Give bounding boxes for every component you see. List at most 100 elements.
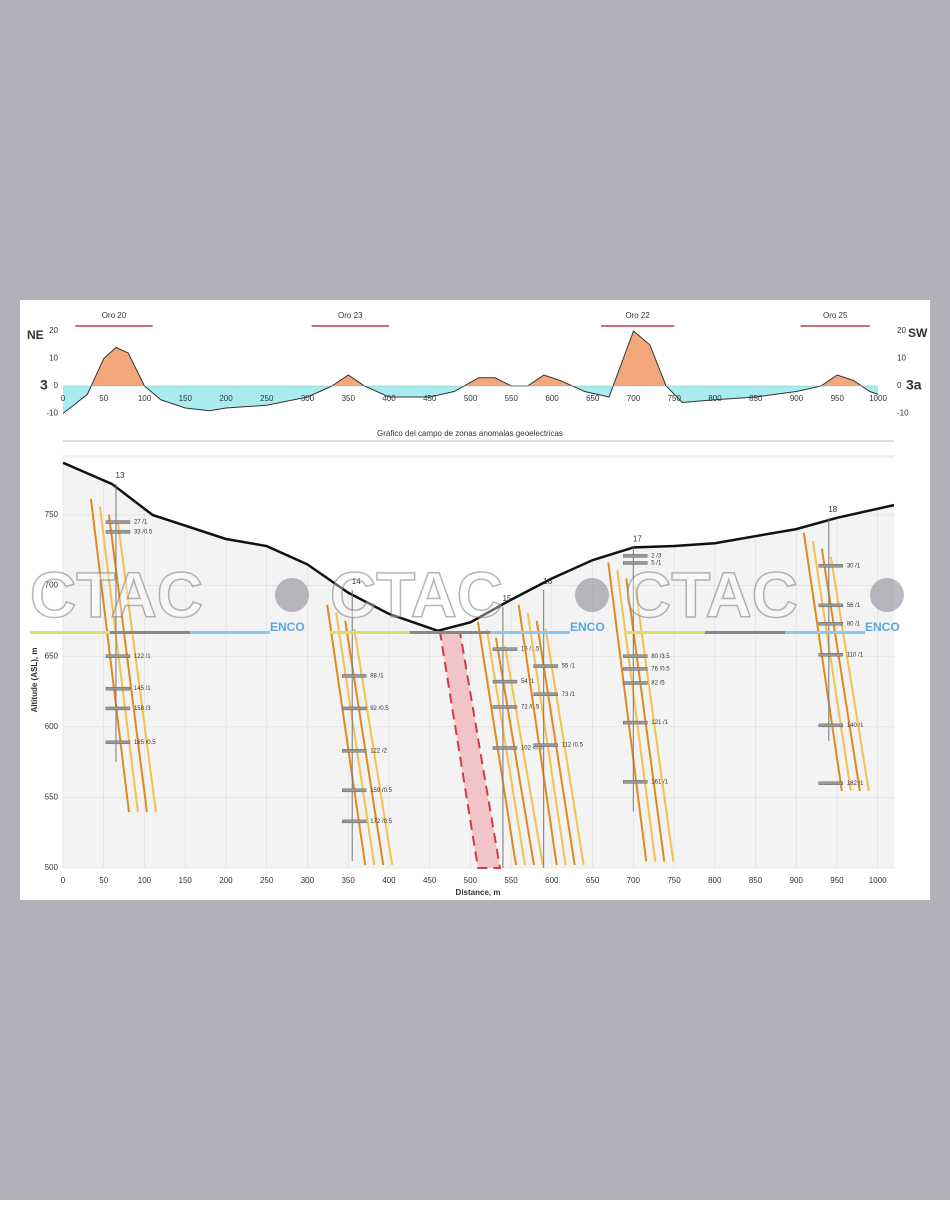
- watermark-logo: [575, 578, 609, 612]
- fault-zone: [438, 631, 502, 869]
- chart-caption: Gráfico del campo de zonas anomalas geoe…: [377, 429, 563, 438]
- section-right: 3a: [906, 377, 922, 393]
- interval-label: 2 /3: [651, 554, 662, 560]
- interval-mark: [105, 706, 131, 711]
- interval-mark: [342, 749, 367, 753]
- interval-mark: [533, 692, 558, 697]
- x-tick-label: 100: [138, 394, 152, 403]
- interval-mark: [105, 654, 131, 658]
- x-tick-label: 150: [179, 876, 193, 885]
- y-tick-label: 10: [49, 354, 58, 363]
- x-tick-label: 900: [790, 876, 804, 885]
- negative-area: [63, 386, 878, 414]
- interval-label: 140 /1: [847, 723, 864, 729]
- interval-mark: [533, 743, 558, 747]
- interval-mark: [342, 674, 367, 678]
- borehole-name: 16: [543, 577, 552, 586]
- y2-tick-label: 10: [897, 354, 906, 363]
- watermark: CTAC: [30, 559, 203, 631]
- vein: [802, 532, 843, 792]
- interval-mark: [623, 561, 648, 565]
- watermark-bar: [785, 631, 865, 634]
- direction-right: SW: [908, 326, 928, 340]
- profile-line: [62, 330, 879, 414]
- watermark-bar: [705, 631, 785, 634]
- watermark-bar: [330, 631, 410, 634]
- vein: [116, 522, 157, 813]
- watermark-sub: ENCO: [865, 620, 900, 634]
- interval-mark: [623, 780, 648, 784]
- interval-mark: [623, 667, 648, 671]
- vein: [811, 540, 852, 792]
- vein: [494, 637, 535, 866]
- interval-label: 16 /1.5: [521, 647, 540, 653]
- y2-tick-label: -10: [897, 409, 909, 418]
- interval-label: 82 /5: [651, 681, 665, 687]
- watermark-bar: [190, 631, 270, 634]
- interval-label: 88 /1: [370, 674, 384, 680]
- watermark: CTAC: [330, 559, 503, 631]
- direction-left: NE: [27, 328, 44, 342]
- interval-label: 5 /1: [651, 561, 662, 567]
- interval-label: 122 /1: [134, 654, 151, 660]
- watermark-bar: [410, 631, 490, 634]
- x-tick-label: 900: [790, 394, 804, 403]
- x-tick-label: 200: [219, 394, 233, 403]
- x-tick-label: 750: [667, 876, 681, 885]
- interval-label: 159 /0.5: [370, 788, 392, 794]
- vein: [607, 562, 648, 862]
- interval-mark: [818, 781, 844, 785]
- interval-label: 76 /0.5: [651, 666, 670, 672]
- interval-label: 121 /1: [651, 720, 668, 726]
- interval-mark: [342, 788, 367, 793]
- interval-label: 110 /1: [847, 652, 864, 658]
- interval-label: 73 /1: [562, 692, 576, 698]
- vein: [517, 604, 558, 866]
- interval-label: 27 /1: [134, 520, 148, 526]
- interval-mark: [492, 679, 518, 684]
- vein: [820, 548, 861, 792]
- vein: [526, 612, 567, 866]
- borehole-name: 17: [633, 535, 642, 544]
- interval-mark: [533, 664, 558, 668]
- x-tick-label: 700: [627, 876, 641, 885]
- interval-label: 56 /1: [847, 603, 861, 609]
- interval-mark: [105, 520, 131, 524]
- vein: [544, 628, 585, 866]
- interval-label: 172 /0.5: [370, 819, 392, 825]
- interval-label: 72 /0.5: [521, 705, 540, 711]
- interval-label: 182 /1: [847, 781, 864, 787]
- x-tick-label: 250: [260, 876, 274, 885]
- watermark-bar: [30, 631, 110, 634]
- watermark-logo: [870, 578, 904, 612]
- interval-mark: [492, 647, 518, 651]
- x-tick-label: 850: [749, 876, 763, 885]
- interval-mark: [818, 622, 844, 626]
- x-tick-label: 0: [61, 394, 66, 403]
- interval-label: 30 /1: [847, 563, 861, 569]
- sky-area: [63, 458, 894, 631]
- y-tick-label: 0: [54, 381, 59, 390]
- x-tick-label: 700: [627, 394, 641, 403]
- interval-label: 102 /0.5: [521, 746, 543, 752]
- x-tick-label: 350: [341, 876, 355, 885]
- x-tick-label: 550: [504, 876, 518, 885]
- x-tick-label: 300: [301, 876, 315, 885]
- watermark-logo: [275, 578, 309, 612]
- interval-mark: [105, 530, 131, 534]
- interval-label: 33 /0.5: [134, 530, 153, 536]
- y-tick-label: 700: [45, 581, 59, 590]
- y-tick-label: 600: [45, 722, 59, 731]
- watermark-bar: [625, 631, 705, 634]
- x-tick-label: 0: [61, 876, 66, 885]
- x-tick-label: 150: [179, 394, 193, 403]
- x-tick-label: 600: [545, 876, 559, 885]
- interval-mark: [623, 681, 648, 685]
- x-tick-label: 50: [99, 876, 108, 885]
- y-axis-label: Altitude (ASL), m: [30, 648, 39, 713]
- x-tick-label: 200: [219, 876, 233, 885]
- x-tick-label: 800: [708, 876, 722, 885]
- y-tick-label: 20: [49, 326, 58, 335]
